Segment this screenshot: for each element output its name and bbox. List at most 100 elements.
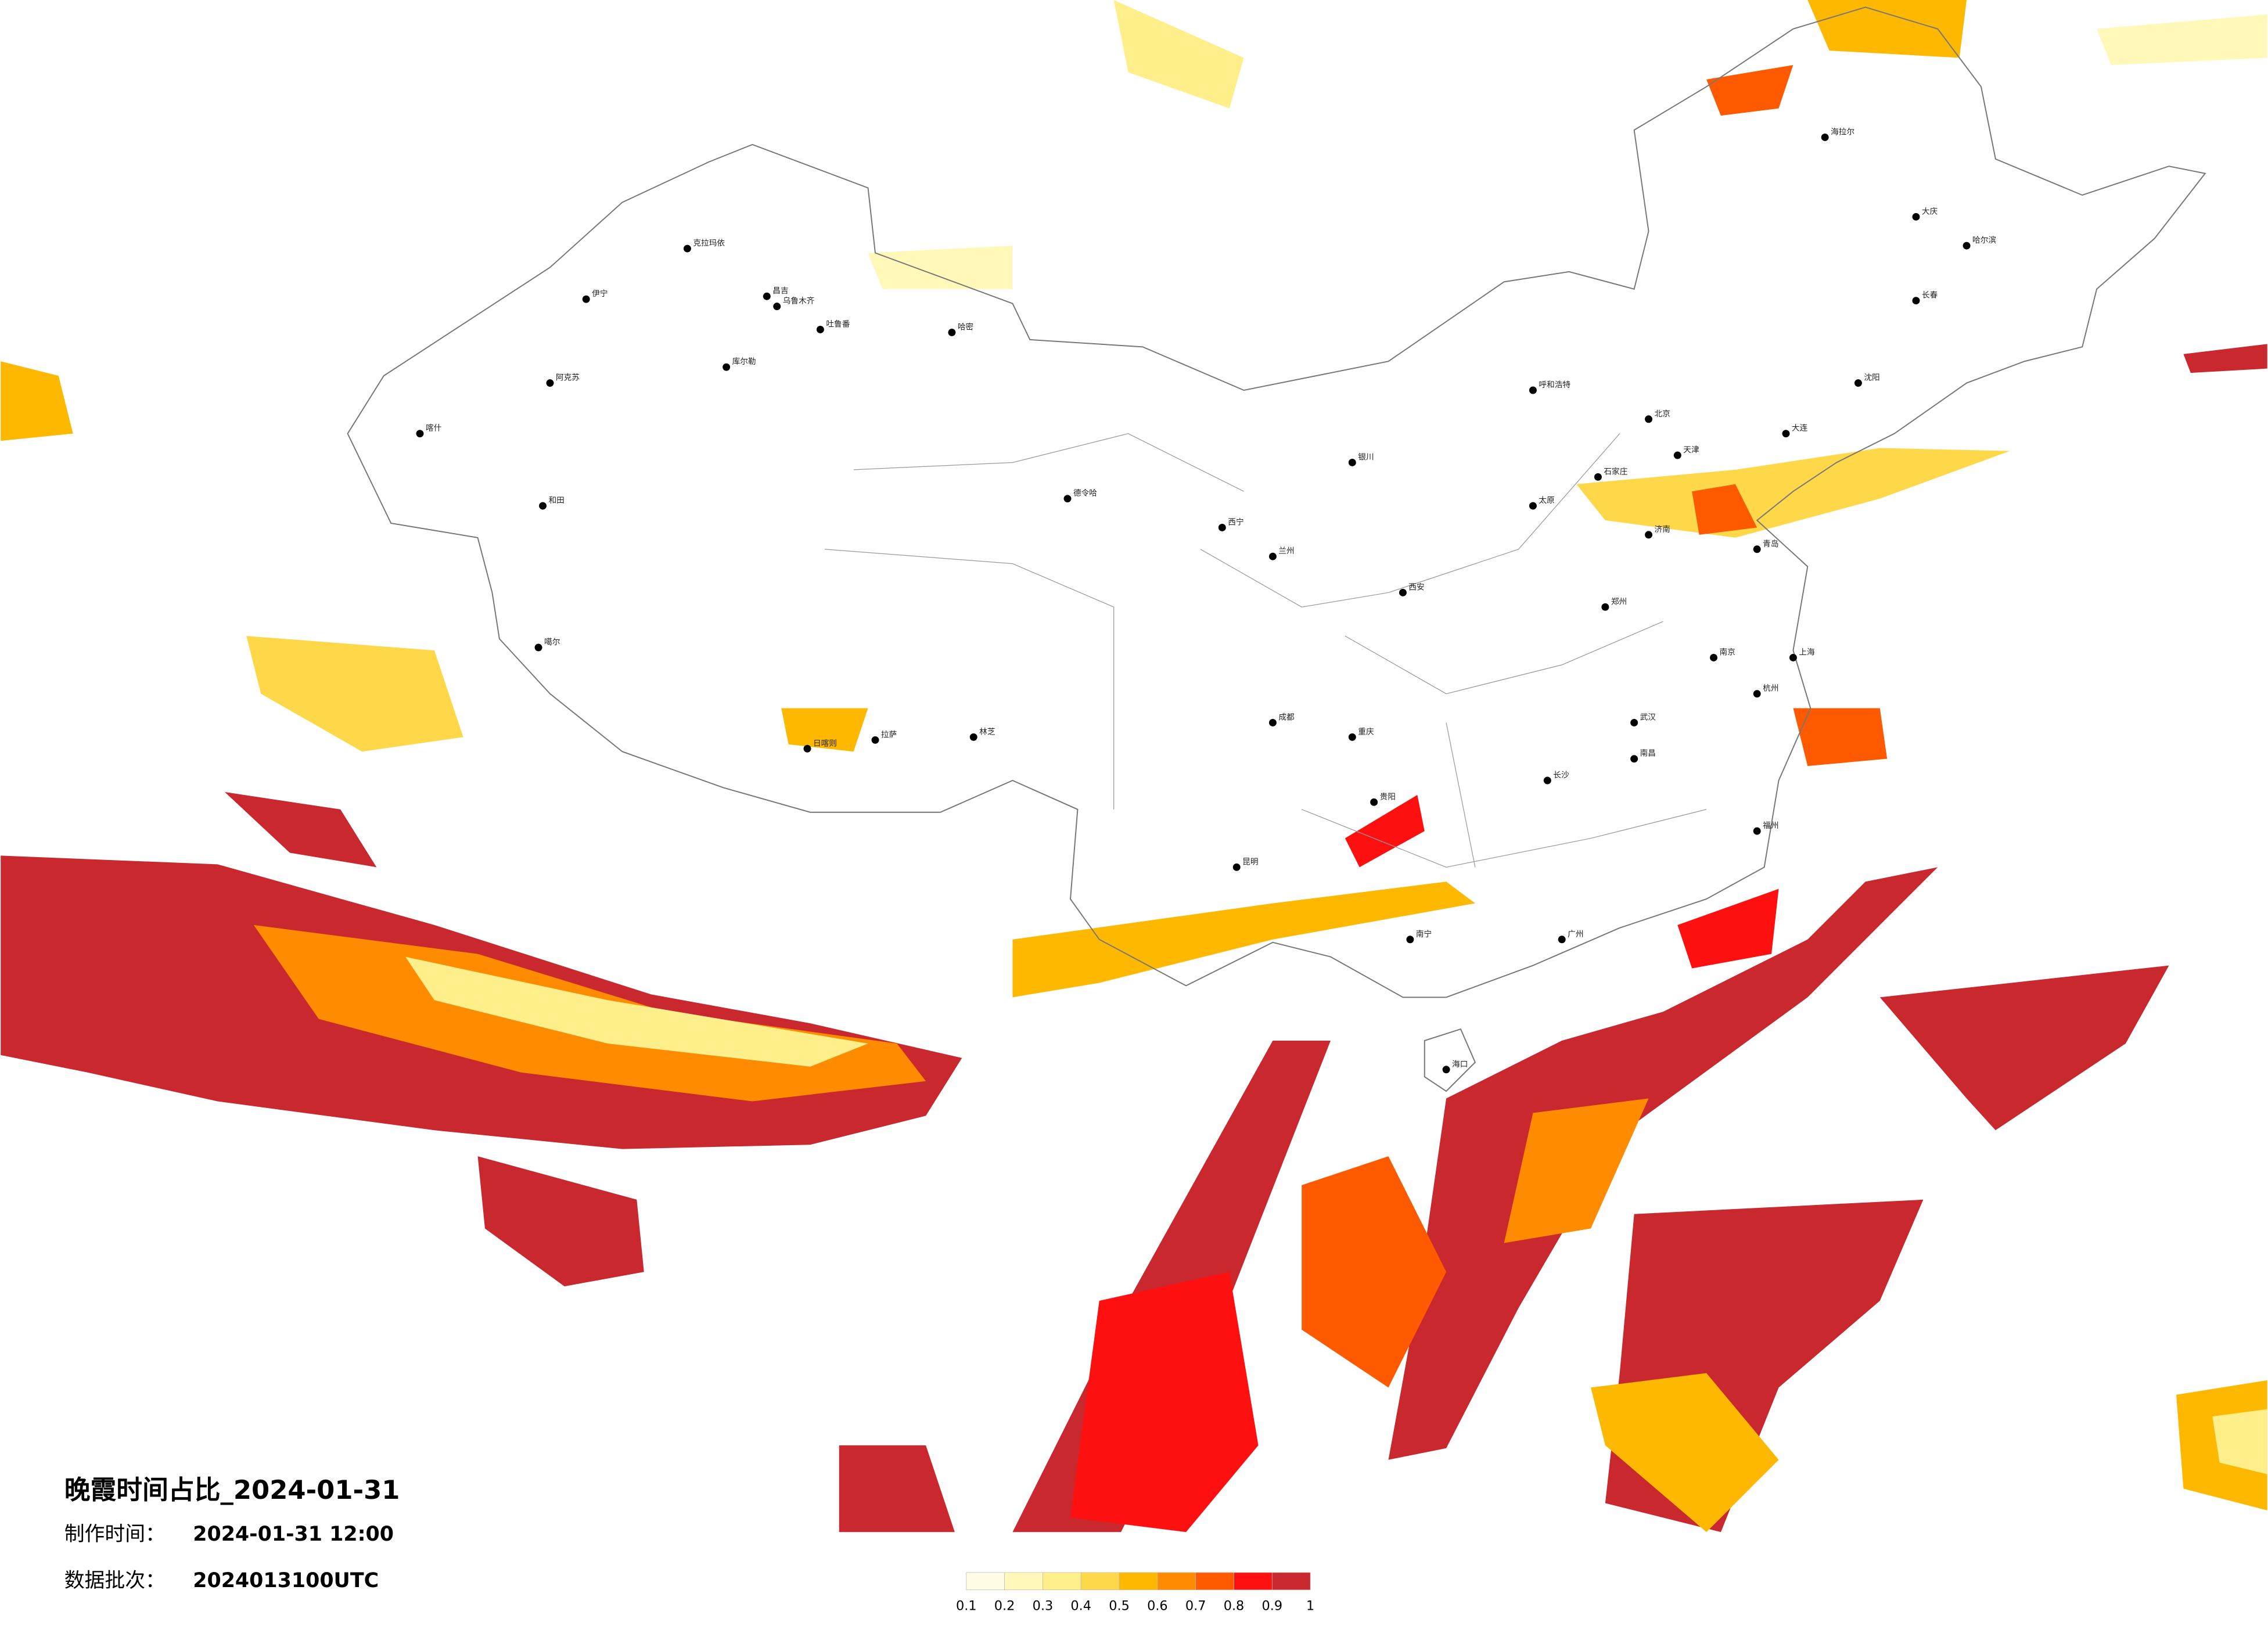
city-marker xyxy=(871,736,879,744)
city-label: 广州 xyxy=(1568,930,1583,939)
make-time-label: 制作时间： xyxy=(64,1523,166,1546)
city-label: 重庆 xyxy=(1358,727,1374,736)
city-label: 兰州 xyxy=(1278,546,1294,556)
legend: 0.1 0.2 0.3 0.4 0.5 0.6 0.7 0.8 0.9 1 xyxy=(956,1572,1314,1614)
city-label: 天津 xyxy=(1683,445,1699,455)
city-label: 南宁 xyxy=(1416,929,1432,939)
city-marker xyxy=(1710,653,1718,661)
city-marker xyxy=(1348,733,1356,741)
city-marker xyxy=(948,328,956,336)
city-marker xyxy=(1442,1066,1450,1074)
city-label: 贵阳 xyxy=(1380,792,1396,801)
city-label: 喀什 xyxy=(426,424,442,433)
city-marker xyxy=(1406,936,1414,944)
city-marker xyxy=(546,379,554,387)
city-marker xyxy=(1753,827,1761,835)
city-label: 吐鲁番 xyxy=(826,319,850,329)
city-label: 太原 xyxy=(1539,496,1554,505)
city-marker xyxy=(1558,936,1566,944)
country-border xyxy=(347,6,2206,1092)
city-label: 大连 xyxy=(1792,424,1808,433)
city-marker xyxy=(803,744,811,753)
city-label: 林芝 xyxy=(979,727,995,736)
colorbar-tick-label: 0.9 xyxy=(1262,1599,1283,1614)
city-marker xyxy=(1645,531,1653,539)
city-label: 北京 xyxy=(1655,409,1670,419)
city-label: 昆明 xyxy=(1242,857,1258,866)
city-label: 石家庄 xyxy=(1604,466,1627,476)
city-marker xyxy=(1594,473,1602,481)
colorbar-swatch xyxy=(1080,1572,1120,1591)
colorbar-tick-label: 1 xyxy=(1306,1599,1314,1614)
city-marker xyxy=(1645,415,1653,423)
city-marker xyxy=(1529,386,1537,394)
city-label: 大庆 xyxy=(1922,207,1938,216)
map-title: 晚霞时间占比_2024-01-31 xyxy=(64,1474,400,1505)
city-marker xyxy=(1912,213,1920,221)
colorbar-swatch xyxy=(1119,1572,1158,1591)
city-label: 和田 xyxy=(549,496,565,505)
colorbar-tick-label: 0.1 xyxy=(956,1599,977,1614)
city-marker xyxy=(582,295,590,303)
city-marker xyxy=(539,502,547,510)
city-label: 克拉玛依 xyxy=(693,239,725,248)
city-label: 南昌 xyxy=(1640,749,1656,758)
city-marker xyxy=(1348,458,1356,466)
make-time: 2024-01-31 12:00 xyxy=(193,1523,394,1546)
city-label: 长春 xyxy=(1922,291,1938,300)
city-label: 库尔勒 xyxy=(732,357,756,366)
city-marker xyxy=(1232,863,1241,871)
city-marker xyxy=(416,430,424,438)
colorbar-tick-label: 0.7 xyxy=(1185,1599,1206,1614)
city-label: 银川 xyxy=(1358,452,1374,462)
province-borders xyxy=(824,433,1707,868)
city-label: 阿克苏 xyxy=(556,373,580,383)
city-label: 海口 xyxy=(1452,1060,1468,1069)
city-label: 海拉尔 xyxy=(1831,127,1854,136)
city-label: 哈密 xyxy=(958,322,974,332)
city-label: 噶尔 xyxy=(544,638,560,647)
city-label: 济南 xyxy=(1655,525,1670,534)
batch-label: 数据批次： xyxy=(64,1569,166,1592)
city-label: 福州 xyxy=(1763,821,1778,830)
city-marker xyxy=(1370,798,1378,806)
colorbar-swatch xyxy=(966,1572,1005,1591)
city-marker xyxy=(1630,755,1638,763)
colorbar-swatch xyxy=(1004,1572,1043,1591)
city-marker xyxy=(1601,603,1609,611)
city-label: 南京 xyxy=(1720,647,1735,657)
city-marker xyxy=(1063,495,1072,503)
city-marker xyxy=(534,643,542,652)
city-label: 哈尔滨 xyxy=(1972,236,1996,245)
city-label: 乌鲁木齐 xyxy=(783,297,815,306)
city-marker xyxy=(1543,776,1551,785)
city-label: 拉萨 xyxy=(881,730,897,739)
city-marker xyxy=(1963,242,1971,250)
city-label: 西安 xyxy=(1408,582,1424,592)
colorbar-tick-label: 0.3 xyxy=(1033,1599,1054,1614)
city-label: 长沙 xyxy=(1553,771,1569,780)
colorbar-tick-label: 0.8 xyxy=(1224,1599,1245,1614)
city-marker xyxy=(1753,690,1761,698)
city-label: 郑州 xyxy=(1611,597,1627,606)
batch: 2024013100UTC xyxy=(193,1569,379,1592)
city-marker xyxy=(1782,430,1790,438)
city-marker xyxy=(1268,718,1277,726)
city-marker xyxy=(773,303,781,311)
city-marker xyxy=(1218,523,1226,531)
city-marker xyxy=(969,733,977,741)
colorbar-swatch xyxy=(1195,1572,1234,1591)
city-marker xyxy=(1630,718,1638,726)
city-label: 伊宁 xyxy=(592,289,608,298)
colorbar-swatch xyxy=(1234,1572,1273,1591)
colorbar-tick-label: 0.6 xyxy=(1147,1599,1168,1614)
city-marker xyxy=(1912,297,1920,305)
city-marker xyxy=(723,363,731,371)
city-marker xyxy=(1673,451,1681,459)
city-label: 杭州 xyxy=(1763,684,1778,693)
colorbar-swatch xyxy=(1043,1572,1081,1591)
city-marker xyxy=(1399,588,1407,596)
city-label: 武汉 xyxy=(1640,713,1656,722)
city-label: 上海 xyxy=(1799,647,1815,657)
colorbar-swatch xyxy=(1157,1572,1196,1591)
